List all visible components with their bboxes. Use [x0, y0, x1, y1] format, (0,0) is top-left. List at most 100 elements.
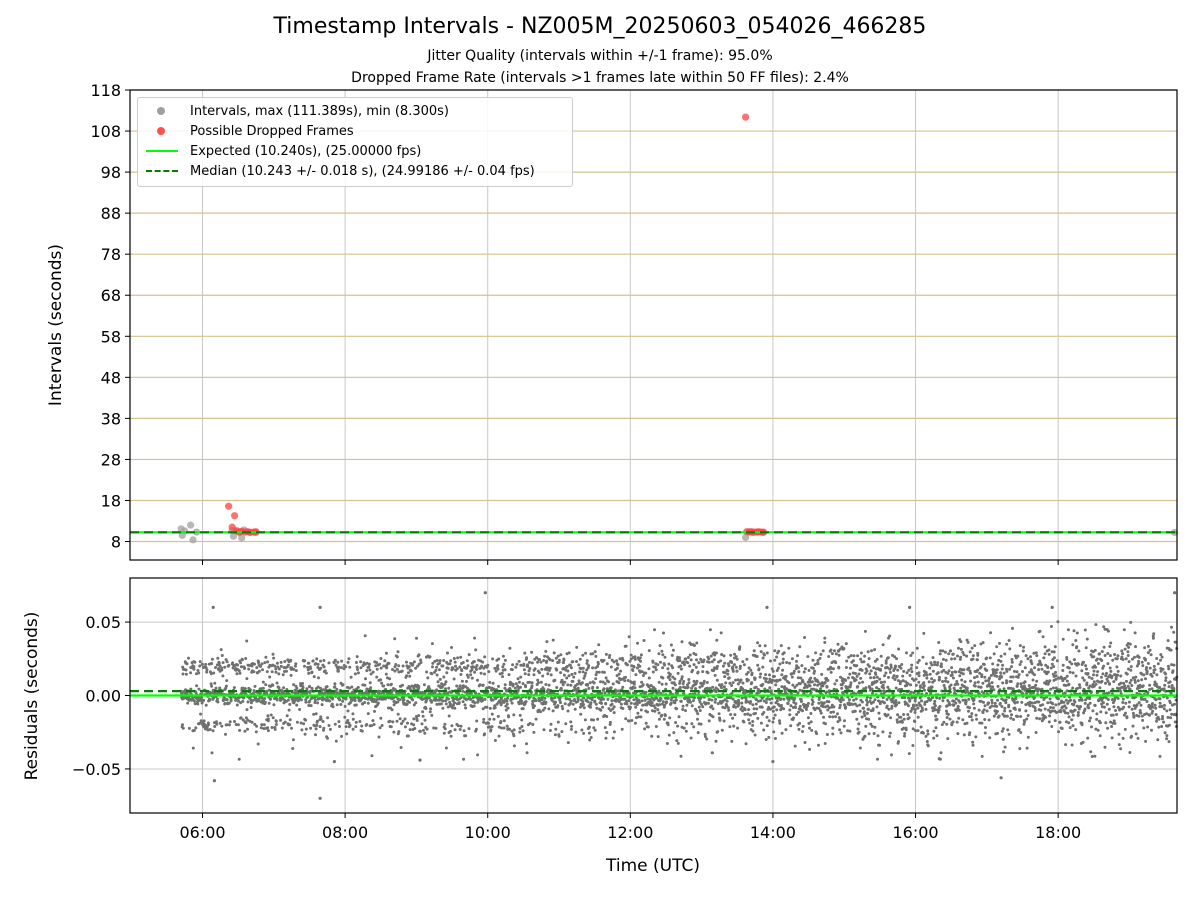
residual-point	[781, 657, 785, 661]
residual-point	[344, 725, 348, 729]
residual-point	[567, 651, 571, 655]
residual-point	[596, 717, 600, 721]
residual-point	[999, 659, 1003, 663]
residual-point	[989, 631, 993, 635]
residual-point	[676, 741, 680, 745]
residual-point	[592, 718, 595, 722]
residual-point	[367, 662, 371, 666]
residual-point	[266, 660, 270, 664]
residual-point	[447, 714, 451, 718]
residual-point	[1076, 686, 1079, 690]
residual-point	[217, 661, 221, 665]
residual-point	[803, 741, 807, 744]
residual-point	[1150, 702, 1154, 706]
residual-point	[707, 660, 711, 664]
residual-point	[924, 734, 928, 738]
residual-point	[914, 683, 918, 687]
residual-point	[1133, 655, 1136, 659]
residual-point	[862, 710, 866, 714]
residual-point	[552, 651, 556, 655]
residual-point	[1078, 683, 1081, 687]
residual-point	[1001, 681, 1005, 685]
residual-point	[1013, 707, 1017, 711]
residual-point	[1049, 625, 1053, 628]
residual-point	[888, 634, 892, 638]
residual-point	[1070, 662, 1074, 666]
residual-point	[1073, 708, 1077, 712]
residual-point	[380, 681, 384, 685]
residual-point	[853, 709, 857, 713]
residual-point	[490, 712, 494, 716]
residual-point	[295, 703, 299, 707]
residual-point	[541, 674, 545, 678]
residual-point	[1033, 666, 1037, 670]
residual-point	[742, 663, 746, 667]
residual-point	[212, 671, 216, 675]
residual-point	[1129, 668, 1133, 672]
residual-point	[681, 708, 685, 711]
residual-point	[736, 678, 740, 682]
residual-point	[922, 681, 926, 685]
residual-point	[882, 686, 885, 690]
residual-point	[392, 730, 396, 734]
residual-point	[696, 717, 699, 721]
residual-point	[747, 708, 751, 712]
residual-point	[411, 663, 415, 667]
residual-point	[1088, 719, 1091, 723]
residual-point	[894, 664, 897, 668]
residual-point	[671, 666, 675, 670]
residual-point	[778, 662, 782, 666]
residual-point	[187, 656, 190, 660]
residual-point	[452, 657, 456, 660]
residual-point	[717, 712, 721, 716]
residual-point	[548, 658, 552, 662]
residual-point	[330, 702, 334, 706]
residual-point	[1015, 670, 1019, 674]
residual-point	[1023, 666, 1027, 670]
residual-point	[438, 659, 442, 663]
residual-point	[829, 710, 833, 714]
residual-point	[496, 664, 500, 668]
residual-point	[684, 729, 688, 733]
residual-point	[299, 721, 303, 725]
residual-point	[427, 696, 431, 700]
residual-point	[1094, 727, 1098, 731]
residual-point	[678, 656, 681, 660]
residual-point	[876, 757, 879, 761]
residual-point	[840, 686, 844, 690]
residual-point	[519, 701, 523, 705]
residual-point	[277, 672, 281, 676]
residual-point	[719, 659, 723, 663]
residual-point	[1148, 648, 1152, 652]
residual-point	[534, 699, 538, 703]
residual-point	[223, 665, 227, 669]
residual-point	[341, 699, 345, 703]
residual-point	[462, 757, 466, 761]
residual-point	[727, 676, 731, 680]
residual-point	[1084, 646, 1088, 650]
residual-point	[808, 726, 811, 730]
residual-point	[250, 664, 254, 668]
residual-point	[672, 681, 676, 685]
residual-point	[738, 664, 742, 668]
residual-point	[870, 724, 874, 728]
residual-point	[488, 680, 492, 684]
residual-point	[930, 663, 934, 667]
residual-point	[279, 718, 283, 722]
residual-point	[314, 662, 318, 666]
residual-point	[369, 686, 373, 690]
residual-point	[684, 657, 688, 661]
residual-point	[714, 651, 718, 655]
residual-point	[516, 677, 520, 681]
residual-point	[391, 720, 395, 724]
residual-point	[319, 717, 323, 721]
residual-point	[533, 704, 536, 708]
residual-point	[472, 660, 476, 664]
residual-point	[760, 705, 764, 709]
residual-point	[936, 671, 940, 675]
residual-point	[663, 655, 667, 659]
residual-point	[895, 674, 899, 678]
residual-point	[979, 699, 983, 703]
residual-point	[952, 703, 956, 707]
residual-point	[743, 708, 747, 712]
